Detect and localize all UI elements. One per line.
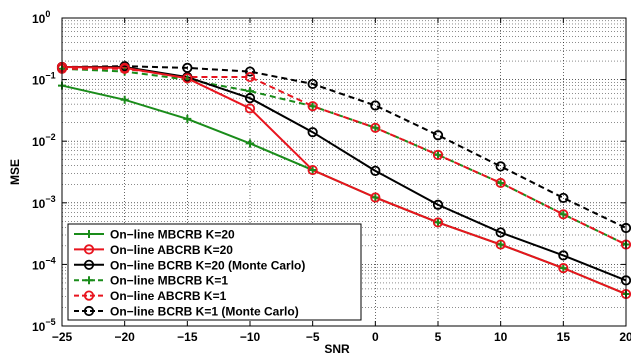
legend-swatch-marker (85, 276, 93, 285)
data-point-series-2 (558, 250, 569, 261)
data-point-series-4 (495, 177, 506, 189)
data-point-series-5 (370, 100, 381, 111)
data-point-series-1 (307, 164, 318, 176)
y-axis-label: MSE (8, 159, 22, 185)
x-tick-label: −10 (240, 330, 261, 344)
x-tick-label: −15 (177, 330, 198, 344)
legend-label: On−line ABCRB K=1 (110, 289, 227, 303)
data-point-series-3 (496, 178, 505, 187)
data-point-series-3 (559, 210, 568, 219)
series-line-5 (61, 65, 627, 229)
legend-label: On−line MBCRB K=1 (110, 274, 228, 288)
x-axis-ticks: −25 −20 −15 −10 −5 0 5 10 15 20 (52, 18, 631, 344)
data-point-series-4 (370, 122, 381, 133)
data-point-series-1 (432, 217, 444, 228)
x-tick-label: 5 (435, 330, 442, 344)
series-line-1 (61, 66, 627, 295)
data-point-series-5 (432, 130, 444, 141)
data-point-series-5 (244, 66, 256, 77)
data-point-series-0 (308, 166, 317, 175)
data-point-series-5 (307, 78, 318, 90)
data-point-series-1 (558, 263, 569, 274)
data-point-series-0 (559, 264, 568, 273)
data-point-series-5 (495, 161, 506, 172)
data-point-series-0 (496, 240, 505, 249)
legend-label: On−line BCRB K=20 (Monte Carlo) (110, 258, 305, 272)
plot-area-frame (61, 17, 627, 327)
data-point-series-5 (558, 192, 569, 204)
data-point-series-2 (244, 93, 256, 104)
data-point-series-0 (183, 114, 192, 123)
legend-label: On−line MBCRB K=20 (110, 228, 235, 242)
data-point-series-1 (495, 239, 506, 250)
data-point-series-1 (182, 73, 193, 84)
data-point-series-0 (371, 193, 380, 202)
data-point-series-1 (244, 103, 256, 114)
legend-label: On−line ABCRB K=20 (110, 243, 233, 257)
series-line-2 (62, 66, 627, 282)
data-point-series-0 (246, 139, 254, 148)
data-point-series-3 (371, 123, 380, 132)
data-point-series-4 (558, 209, 569, 220)
x-tick-label: 15 (557, 330, 571, 344)
x-tick-label: −5 (306, 330, 320, 344)
data-point-series-1 (119, 62, 130, 73)
y-tick-label: 10−4 (32, 255, 56, 272)
data-point-series-3 (308, 102, 317, 111)
y-tick-label: 10−5 (32, 317, 56, 334)
x-tick-label: −20 (114, 330, 135, 344)
data-point-series-2 (432, 199, 444, 210)
legend-box (67, 223, 362, 321)
y-tick-label: 10−3 (32, 194, 56, 211)
y-axis-ticks: 10−5 10−4 10−3 10−2 10−1 100 (32, 9, 626, 334)
legend-label: On−line BCRB K=1 (Monte Carlo) (110, 305, 299, 319)
legend-swatch-marker (83, 305, 95, 317)
data-point-series-4 (244, 71, 256, 83)
data-point-series-4 (432, 149, 444, 160)
legend-swatch-marker (85, 230, 93, 238)
x-axis-label: SNR (324, 342, 350, 356)
data-point-series-4 (307, 101, 318, 112)
legend-swatch-marker (83, 244, 95, 255)
data-point-series-0 (434, 218, 442, 227)
x-tick-label: −25 (52, 330, 73, 344)
data-point-series-2 (370, 165, 381, 176)
y-tick-label: 10−2 (32, 132, 56, 149)
data-point-series-2 (307, 127, 318, 138)
x-tick-label: 10 (494, 330, 508, 344)
x-tick-label: 0 (372, 330, 379, 344)
data-point-series-1 (370, 192, 381, 203)
x-tick-label: 20 (619, 330, 631, 344)
data-point-series-3 (434, 150, 442, 159)
data-point-series-0 (120, 95, 129, 104)
legend-swatch-marker (83, 290, 95, 301)
y-tick-label: 100 (32, 9, 50, 26)
series-lines (61, 65, 627, 295)
legend-swatch-marker (83, 259, 95, 270)
y-tick-label: 10−1 (32, 71, 56, 88)
data-point-series-2 (495, 227, 506, 238)
